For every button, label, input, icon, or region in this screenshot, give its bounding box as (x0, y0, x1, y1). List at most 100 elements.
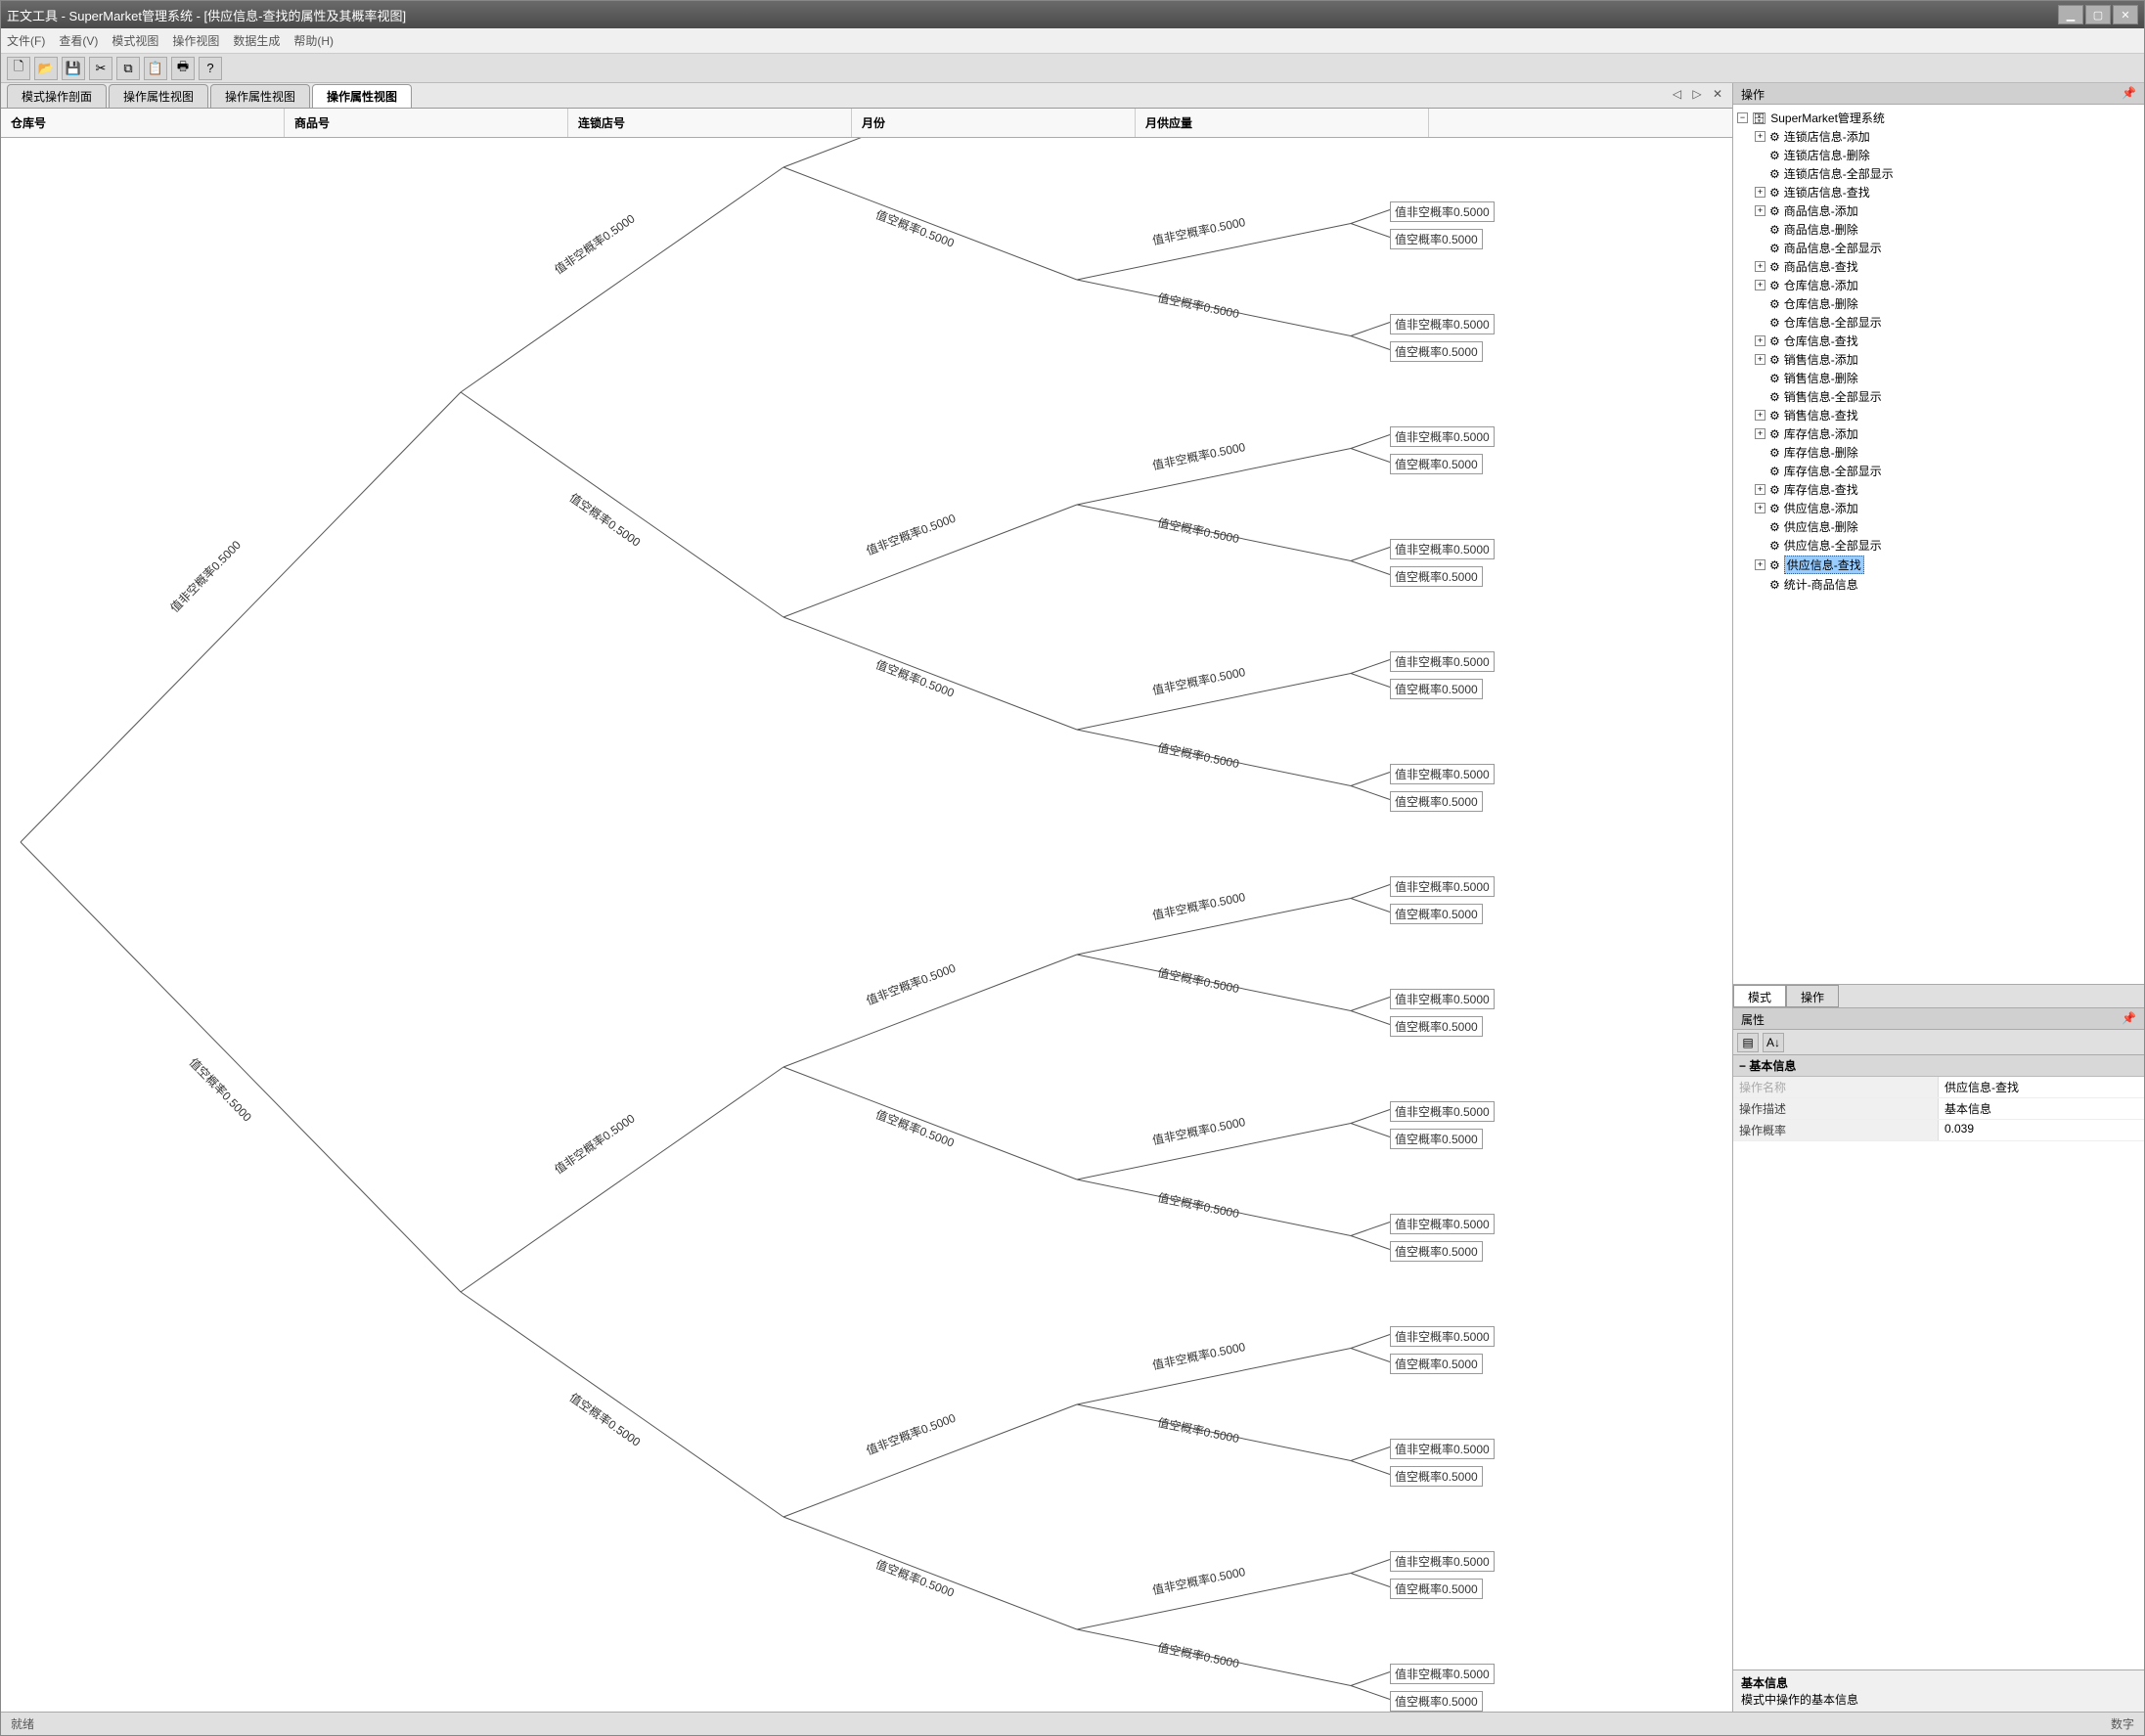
prop-value[interactable]: 基本信息 (1939, 1098, 2144, 1119)
column-header: 月份 (852, 109, 1136, 137)
bottom-tab-mode[interactable]: 模式 (1733, 985, 1786, 1007)
leaf-node: 值空概率0.5000 (1390, 1354, 1483, 1374)
tree-toggle-icon[interactable]: − (1737, 112, 1748, 123)
leaf-node: 值非空概率0.5000 (1390, 1101, 1495, 1122)
tool-print-icon[interactable]: 🖶 (171, 57, 195, 80)
tree-item[interactable]: ⚙ 连锁店信息-删除 (1737, 146, 2140, 164)
operation-icon: ⚙ (1769, 279, 1780, 292)
tree-root[interactable]: −🗄 SuperMarket管理系统 (1737, 109, 2140, 127)
tab-1[interactable]: 操作属性视图 (109, 84, 208, 108)
prop-categorize-icon[interactable]: ▤ (1737, 1033, 1759, 1052)
tab-0[interactable]: 模式操作剖面 (7, 84, 107, 108)
tree-item[interactable]: +⚙ 销售信息-查找 (1737, 406, 2140, 424)
tool-copy-icon[interactable]: ⧉ (116, 57, 140, 80)
tool-save-icon[interactable]: 💾 (62, 57, 85, 80)
tree-item[interactable]: +⚙ 仓库信息-查找 (1737, 332, 2140, 350)
prop-row[interactable]: 操作描述基本信息 (1733, 1098, 2144, 1120)
tree-item[interactable]: ⚙ 销售信息-全部显示 (1737, 387, 2140, 406)
tree-item[interactable]: +⚙ 销售信息-添加 (1737, 350, 2140, 369)
tree-toggle-icon[interactable]: + (1755, 503, 1765, 513)
leaf-node: 值空概率0.5000 (1390, 1579, 1483, 1599)
tree-item[interactable]: +⚙ 供应信息-添加 (1737, 499, 2140, 517)
tree-item[interactable]: +⚙ 商品信息-添加 (1737, 201, 2140, 220)
close-button[interactable]: ✕ (2113, 5, 2138, 24)
property-description: 基本信息 模式中操作的基本信息 (1733, 1669, 2144, 1712)
props-panel-title-text: 属性 (1741, 1011, 1765, 1026)
tree-item[interactable]: ⚙ 商品信息-全部显示 (1737, 239, 2140, 257)
tree-toggle-icon[interactable]: + (1755, 187, 1765, 198)
tree-item-label: 库存信息-添加 (1784, 425, 1858, 442)
prop-row[interactable]: 操作名称供应信息-查找 (1733, 1077, 2144, 1098)
status-left: 就绪 (11, 1715, 34, 1732)
tool-paste-icon[interactable]: 📋 (144, 57, 167, 80)
tree-item[interactable]: ⚙ 销售信息-删除 (1737, 369, 2140, 387)
tab-nav-buttons[interactable]: ◁ ▷ ✕ (1673, 87, 1726, 101)
tree-item-label: 连锁店信息-查找 (1784, 184, 1870, 200)
tree-toggle-icon[interactable]: + (1755, 261, 1765, 272)
prop-key: 操作名称 (1733, 1077, 1939, 1097)
tree-item[interactable]: +⚙ 库存信息-添加 (1737, 424, 2140, 443)
tree-toggle-icon[interactable]: + (1755, 131, 1765, 142)
tree-item[interactable]: ⚙ 库存信息-全部显示 (1737, 462, 2140, 480)
prop-value[interactable]: 0.039 (1939, 1120, 2144, 1140)
operation-icon: ⚙ (1769, 316, 1780, 330)
tree-toggle-icon[interactable]: + (1755, 205, 1765, 216)
tree-toggle-icon[interactable]: + (1755, 354, 1765, 365)
menu-op-view[interactable]: 操作视图 (172, 32, 219, 49)
operation-icon: ⚙ (1769, 372, 1780, 385)
props-panel-pin-icon[interactable]: 📌 (2122, 1011, 2136, 1026)
operation-icon: ⚙ (1769, 502, 1780, 515)
operation-icon: ⚙ (1769, 204, 1780, 218)
menu-data-gen[interactable]: 数据生成 (233, 32, 280, 49)
tab-3[interactable]: 操作属性视图 (312, 84, 412, 108)
tree-item[interactable]: +⚙ 仓库信息-添加 (1737, 276, 2140, 294)
tree-item[interactable]: ⚙ 商品信息-删除 (1737, 220, 2140, 239)
prop-value[interactable]: 供应信息-查找 (1939, 1077, 2144, 1097)
tree-item[interactable]: ⚙ 仓库信息-全部显示 (1737, 313, 2140, 332)
minimize-button[interactable]: ▁ (2058, 5, 2083, 24)
leaf-node: 值空概率0.5000 (1390, 1241, 1483, 1262)
tab-2[interactable]: 操作属性视图 (210, 84, 310, 108)
prop-sort-icon[interactable]: A↓ (1763, 1033, 1784, 1052)
tree-item[interactable]: ⚙ 统计-商品信息 (1737, 575, 2140, 594)
tree-item[interactable]: ⚙ 仓库信息-删除 (1737, 294, 2140, 313)
tree-toggle-icon[interactable]: + (1755, 428, 1765, 439)
prop-row[interactable]: 操作概率0.039 (1733, 1120, 2144, 1141)
maximize-button[interactable]: ▢ (2085, 5, 2111, 24)
tree-toggle-icon[interactable]: + (1755, 484, 1765, 495)
leaf-node: 值空概率0.5000 (1390, 1691, 1483, 1712)
tree-toggle-icon[interactable]: + (1755, 559, 1765, 570)
tree-toggle-icon[interactable]: + (1755, 335, 1765, 346)
leaf-node: 值非空概率0.5000 (1390, 539, 1495, 559)
tool-help-icon[interactable]: ? (199, 57, 222, 80)
leaf-node: 值空概率0.5000 (1390, 904, 1483, 924)
tool-new-icon[interactable]: 🗋 (7, 57, 30, 80)
menu-view[interactable]: 查看(V) (59, 32, 98, 49)
tool-open-icon[interactable]: 📂 (34, 57, 58, 80)
tree-item[interactable]: ⚙ 连锁店信息-全部显示 (1737, 164, 2140, 183)
operation-icon: ⚙ (1769, 297, 1780, 311)
tree-item[interactable]: +⚙ 连锁店信息-添加 (1737, 127, 2140, 146)
tree-item[interactable]: ⚙ 库存信息-删除 (1737, 443, 2140, 462)
menu-mode-view[interactable]: 模式视图 (112, 32, 158, 49)
menu-file[interactable]: 文件(F) (7, 32, 45, 49)
leaf-node: 值非空概率0.5000 (1390, 426, 1495, 447)
leaf-node: 值空概率0.5000 (1390, 229, 1483, 249)
panel-pin-icon[interactable]: 📌 (2122, 86, 2136, 101)
tree-item[interactable]: +⚙ 商品信息-查找 (1737, 257, 2140, 276)
prop-key: 操作概率 (1733, 1120, 1939, 1140)
tree-toggle-icon[interactable]: + (1755, 410, 1765, 421)
leaf-node: 值非空概率0.5000 (1390, 201, 1495, 222)
tree-toggle-icon[interactable]: + (1755, 280, 1765, 290)
menu-help[interactable]: 帮助(H) (293, 32, 334, 49)
tree-canvas: 值非空概率0.5000 值空概率0.5000 值非空概率0.5000 值空概率0.50… (1, 138, 1732, 1712)
operation-icon: ⚙ (1769, 149, 1780, 162)
tree-item-label: 供应信息-全部显示 (1784, 537, 1882, 554)
tree-item[interactable]: +⚙ 库存信息-查找 (1737, 480, 2140, 499)
tree-item[interactable]: ⚙ 供应信息-全部显示 (1737, 536, 2140, 555)
tree-item[interactable]: +⚙ 供应信息-查找 (1737, 555, 2140, 575)
tool-cut-icon[interactable]: ✂ (89, 57, 112, 80)
tree-item[interactable]: +⚙ 连锁店信息-查找 (1737, 183, 2140, 201)
bottom-tab-ops[interactable]: 操作 (1786, 985, 1839, 1007)
tree-item[interactable]: ⚙ 供应信息-删除 (1737, 517, 2140, 536)
